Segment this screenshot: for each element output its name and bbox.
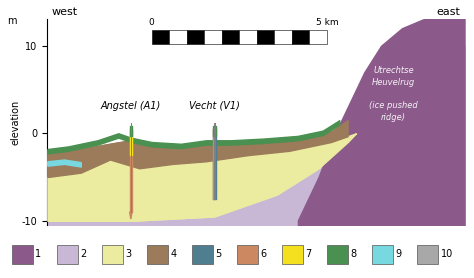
Text: west: west bbox=[52, 8, 78, 18]
Text: Utrechtse
Heuvelrug

(ice pushed
ridge): Utrechtse Heuvelrug (ice pushed ridge) bbox=[369, 66, 418, 122]
Text: 4: 4 bbox=[170, 249, 176, 259]
FancyBboxPatch shape bbox=[237, 245, 258, 264]
Text: Vecht (V1): Vecht (V1) bbox=[189, 101, 240, 111]
Y-axis label: elevation: elevation bbox=[10, 100, 20, 145]
Text: 7: 7 bbox=[305, 249, 311, 259]
Bar bbox=[204, 30, 222, 44]
Bar bbox=[169, 30, 187, 44]
Text: 5: 5 bbox=[215, 249, 221, 259]
Text: 9: 9 bbox=[395, 249, 401, 259]
Text: 3: 3 bbox=[125, 249, 131, 259]
Polygon shape bbox=[129, 212, 132, 219]
Text: 0: 0 bbox=[149, 18, 155, 27]
FancyBboxPatch shape bbox=[417, 245, 438, 264]
Text: 5 km: 5 km bbox=[316, 18, 338, 27]
FancyBboxPatch shape bbox=[57, 245, 78, 264]
Bar bbox=[239, 30, 257, 44]
Bar bbox=[310, 30, 327, 44]
FancyBboxPatch shape bbox=[372, 245, 393, 264]
Text: m: m bbox=[7, 16, 17, 26]
Bar bbox=[187, 30, 204, 44]
Text: east: east bbox=[437, 8, 460, 18]
FancyBboxPatch shape bbox=[282, 245, 303, 264]
FancyBboxPatch shape bbox=[147, 245, 168, 264]
Text: 6: 6 bbox=[260, 249, 266, 259]
Text: 2: 2 bbox=[80, 249, 86, 259]
FancyBboxPatch shape bbox=[192, 245, 213, 264]
Bar bbox=[257, 30, 274, 44]
Bar bbox=[152, 30, 169, 44]
Bar bbox=[292, 30, 310, 44]
Bar bbox=[274, 30, 292, 44]
Text: 8: 8 bbox=[350, 249, 356, 259]
FancyBboxPatch shape bbox=[327, 245, 348, 264]
Text: 1: 1 bbox=[35, 249, 41, 259]
Text: 10: 10 bbox=[440, 249, 453, 259]
FancyBboxPatch shape bbox=[102, 245, 123, 264]
Bar bbox=[222, 30, 239, 44]
Text: Angstel (A1): Angstel (A1) bbox=[100, 101, 161, 111]
FancyBboxPatch shape bbox=[12, 245, 33, 264]
